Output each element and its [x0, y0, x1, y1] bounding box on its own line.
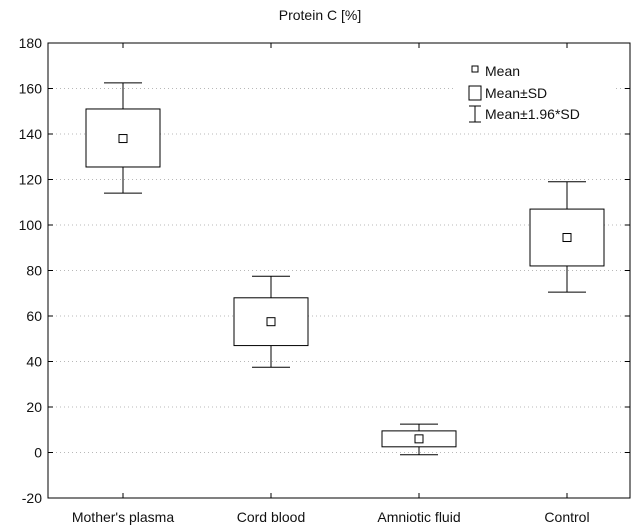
- legend-mean-icon: [471, 65, 479, 73]
- x-tick-label: Cord blood: [237, 509, 306, 525]
- mean-marker: [414, 434, 424, 444]
- y-tick-label: 120: [19, 172, 43, 188]
- legend-mean-label: Mean: [485, 63, 520, 79]
- legend-sd-icon: [468, 85, 482, 101]
- legend-whisker-icon: [469, 105, 481, 123]
- legend-sd-label: Mean±SD: [485, 85, 547, 101]
- x-tick-label: Amniotic fluid: [377, 509, 460, 525]
- x-axis: Mother's plasma Cord blood Amniotic fluid C…: [72, 43, 590, 525]
- y-tick-label: 80: [26, 263, 42, 279]
- mean-marker: [562, 233, 572, 243]
- mean-marker: [266, 317, 276, 327]
- y-tick-label: 20: [26, 399, 42, 415]
- y-tick-label: -20: [22, 490, 42, 506]
- legend-whisker-label: Mean±1.96*SD: [485, 106, 580, 122]
- y-tick-label: 60: [26, 308, 42, 324]
- x-tick-label: Control: [544, 509, 589, 525]
- x-tick-label: Mother's plasma: [72, 509, 174, 525]
- y-tick-label: 180: [19, 35, 43, 51]
- y-tick-label: 40: [26, 354, 42, 370]
- legend: Mean Mean±SD Mean±1.96*SD: [456, 58, 616, 124]
- chart-title: Protein C [%]: [279, 7, 361, 23]
- y-tick-label: 160: [19, 81, 43, 97]
- legend-frame: [456, 58, 616, 124]
- y-tick-label: 140: [19, 126, 43, 142]
- boxes: [85, 82, 605, 456]
- grid-lines: [48, 88, 630, 453]
- mean-marker: [118, 134, 128, 144]
- y-axis: -20 0 20 40 60 80 100 120 140 160 180: [19, 35, 630, 506]
- y-tick-label: 0: [34, 445, 42, 461]
- y-tick-label: 100: [19, 217, 43, 233]
